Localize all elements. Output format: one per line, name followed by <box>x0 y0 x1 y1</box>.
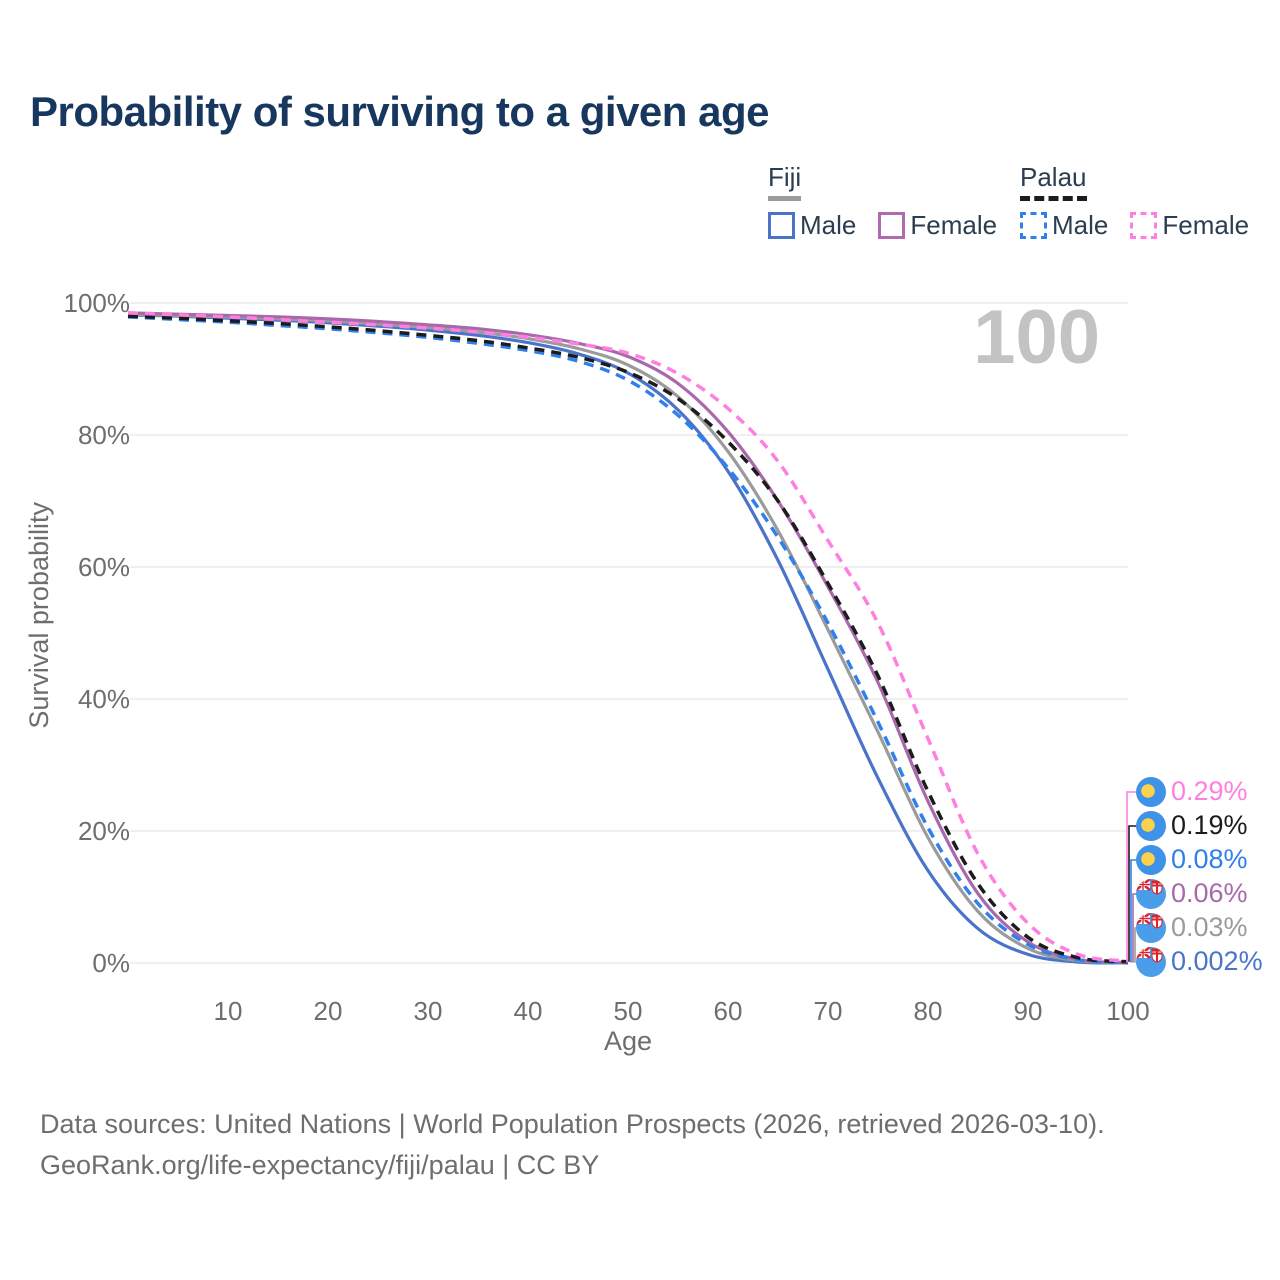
y-tick-label-0: 0% <box>92 948 130 978</box>
palau-male-end-value-label: 0.08% <box>1171 844 1248 874</box>
legend-item-fiji-female[interactable]: Female <box>878 210 997 241</box>
fiji-male-end-value-label: 0.002% <box>1171 946 1263 976</box>
legend-label: Male <box>800 210 857 240</box>
x-tick-label-100: 100 <box>1106 996 1150 1026</box>
x-tick-label-80: 80 <box>913 996 943 1026</box>
fiji-female-swatch-icon <box>878 212 906 239</box>
palau-female-end-value-label: 0.29% <box>1171 776 1248 806</box>
fiji-total-line <box>127 312 1129 965</box>
palau-female-swatch-icon <box>1130 212 1158 239</box>
x-tick-label-60: 60 <box>713 996 743 1026</box>
fiji-female-line <box>127 311 1129 965</box>
legend-fiji-name: Fiji <box>768 162 802 201</box>
legend-label: Female <box>1162 210 1250 240</box>
fiji-flag-icon <box>1136 879 1166 909</box>
x-axis-title: Age <box>603 1026 653 1056</box>
legend-group-palau: Palau Male Female <box>1020 162 1249 241</box>
fiji-flag-icon <box>1136 947 1166 977</box>
fiji-male-line <box>127 313 1129 965</box>
palau-flag-icon <box>1136 845 1166 875</box>
legend-item-palau-male[interactable]: Male <box>1020 210 1108 241</box>
data-sources-line: Data sources: United Nations | World Pop… <box>40 1109 1105 1139</box>
x-tick-label-70: 70 <box>813 996 843 1026</box>
y-tick-label-20: 20% <box>77 816 130 846</box>
x-tick-label-20: 20 <box>313 996 343 1026</box>
hovered-age-watermark: 100 <box>973 295 1100 380</box>
palau-male-swatch-icon <box>1020 212 1047 239</box>
x-tick-label-90: 90 <box>1013 996 1043 1026</box>
palau-total-line <box>127 314 1129 964</box>
legend-label: Male <box>1052 210 1109 240</box>
y-tick-label-40: 40% <box>77 684 130 714</box>
palau-total-end-value-label: 0.19% <box>1171 810 1248 840</box>
legend-item-fiji-male[interactable]: Male <box>768 210 856 241</box>
palau-flag-icon <box>1136 777 1166 807</box>
palau-male-line <box>127 315 1129 965</box>
x-tick-label-50: 50 <box>613 996 643 1026</box>
citation-link[interactable]: GeoRank.org/life-expectancy/fiji/palau |… <box>40 1150 600 1180</box>
page-title: Probability of surviving to a given age <box>30 88 769 135</box>
palau-flag-icon <box>1136 811 1166 841</box>
x-tick-label-40: 40 <box>513 996 543 1026</box>
y-tick-label-80: 80% <box>77 420 130 450</box>
fiji-total-end-value-label: 0.03% <box>1171 912 1248 942</box>
palau-female-line <box>127 311 1129 963</box>
legend-group-fiji: Fiji Male Female <box>768 162 997 241</box>
legend-palau-name: Palau <box>1020 162 1087 201</box>
x-tick-label-30: 30 <box>413 996 443 1026</box>
fiji-male-swatch-icon <box>768 212 795 239</box>
y-tick-label-100: 100% <box>63 288 131 318</box>
y-tick-label-60: 60% <box>77 552 130 582</box>
x-tick-label-10: 10 <box>213 996 243 1026</box>
legend-label: Female <box>910 210 998 240</box>
legend-item-palau-female[interactable]: Female <box>1130 210 1249 241</box>
palau-female-leader-line <box>1126 791 1140 962</box>
footer-note: Data sources: United Nations | World Pop… <box>40 1104 1105 1186</box>
fiji-flag-icon <box>1136 913 1166 943</box>
fiji-female-end-value-label: 0.06% <box>1171 878 1248 908</box>
